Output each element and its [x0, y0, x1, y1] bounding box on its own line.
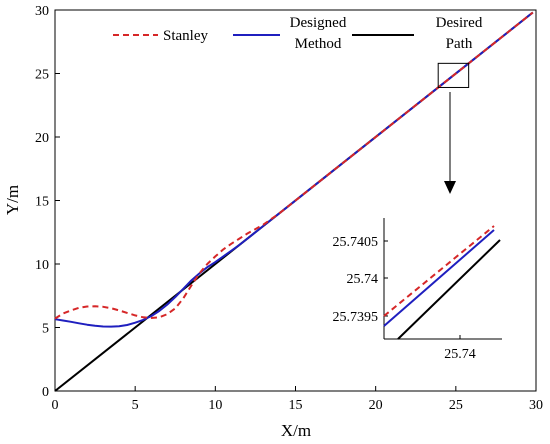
legend-label-designed-line1: Designed — [290, 15, 347, 31]
y-tick-label: 15 — [35, 195, 49, 210]
x-tick-label: 25 — [449, 398, 463, 413]
y-axis-label: Y/m — [3, 185, 22, 215]
legend-label-desired-line1: Desired — [436, 15, 483, 31]
inset-line-desired — [397, 239, 501, 340]
y-tick-label: 10 — [35, 258, 49, 273]
y-tick-label: 25 — [35, 68, 49, 83]
legend-label-designed-line2: Method — [295, 36, 342, 52]
inset-plot: 25.7405 25.74 25.7395 25.74 — [333, 218, 502, 362]
legend: Stanley Designed Method Desired Path — [113, 15, 483, 52]
x-ticks: 0 5 10 15 20 25 30 — [52, 386, 543, 413]
y-tick-label: 0 — [42, 385, 49, 400]
inset-ytick-label-3: 25.7395 — [333, 310, 379, 325]
y-tick-label: 30 — [35, 4, 49, 19]
series-line-stanley — [54, 11, 534, 320]
zoom-box — [437, 62, 470, 88]
inset-background — [384, 218, 502, 339]
series-layer — [54, 11, 534, 392]
x-tick-label: 20 — [369, 398, 383, 413]
inset-line-stanley — [383, 225, 495, 317]
legend-label-desired-line2: Path — [446, 36, 473, 52]
x-tick-label: 30 — [529, 398, 543, 413]
inset-ytick-label-2: 25.74 — [347, 272, 379, 287]
x-axis-label: X/m — [281, 421, 311, 440]
y-tick-label: 5 — [42, 322, 49, 337]
x-tick-label: 15 — [289, 398, 303, 413]
x-tick-label: 0 — [52, 398, 59, 413]
inset-ytick-label-1: 25.7405 — [333, 235, 379, 250]
legend-label-stanley: Stanley — [163, 28, 208, 44]
y-tick-label: 20 — [35, 131, 49, 146]
zoom-arrow-head — [444, 181, 456, 194]
x-tick-label: 5 — [132, 398, 139, 413]
inset-xtick-label-1: 25.74 — [444, 347, 476, 362]
x-tick-label: 10 — [208, 398, 222, 413]
inset-line-designed — [383, 229, 495, 327]
y-ticks: 0 5 10 15 20 25 30 — [35, 4, 60, 400]
